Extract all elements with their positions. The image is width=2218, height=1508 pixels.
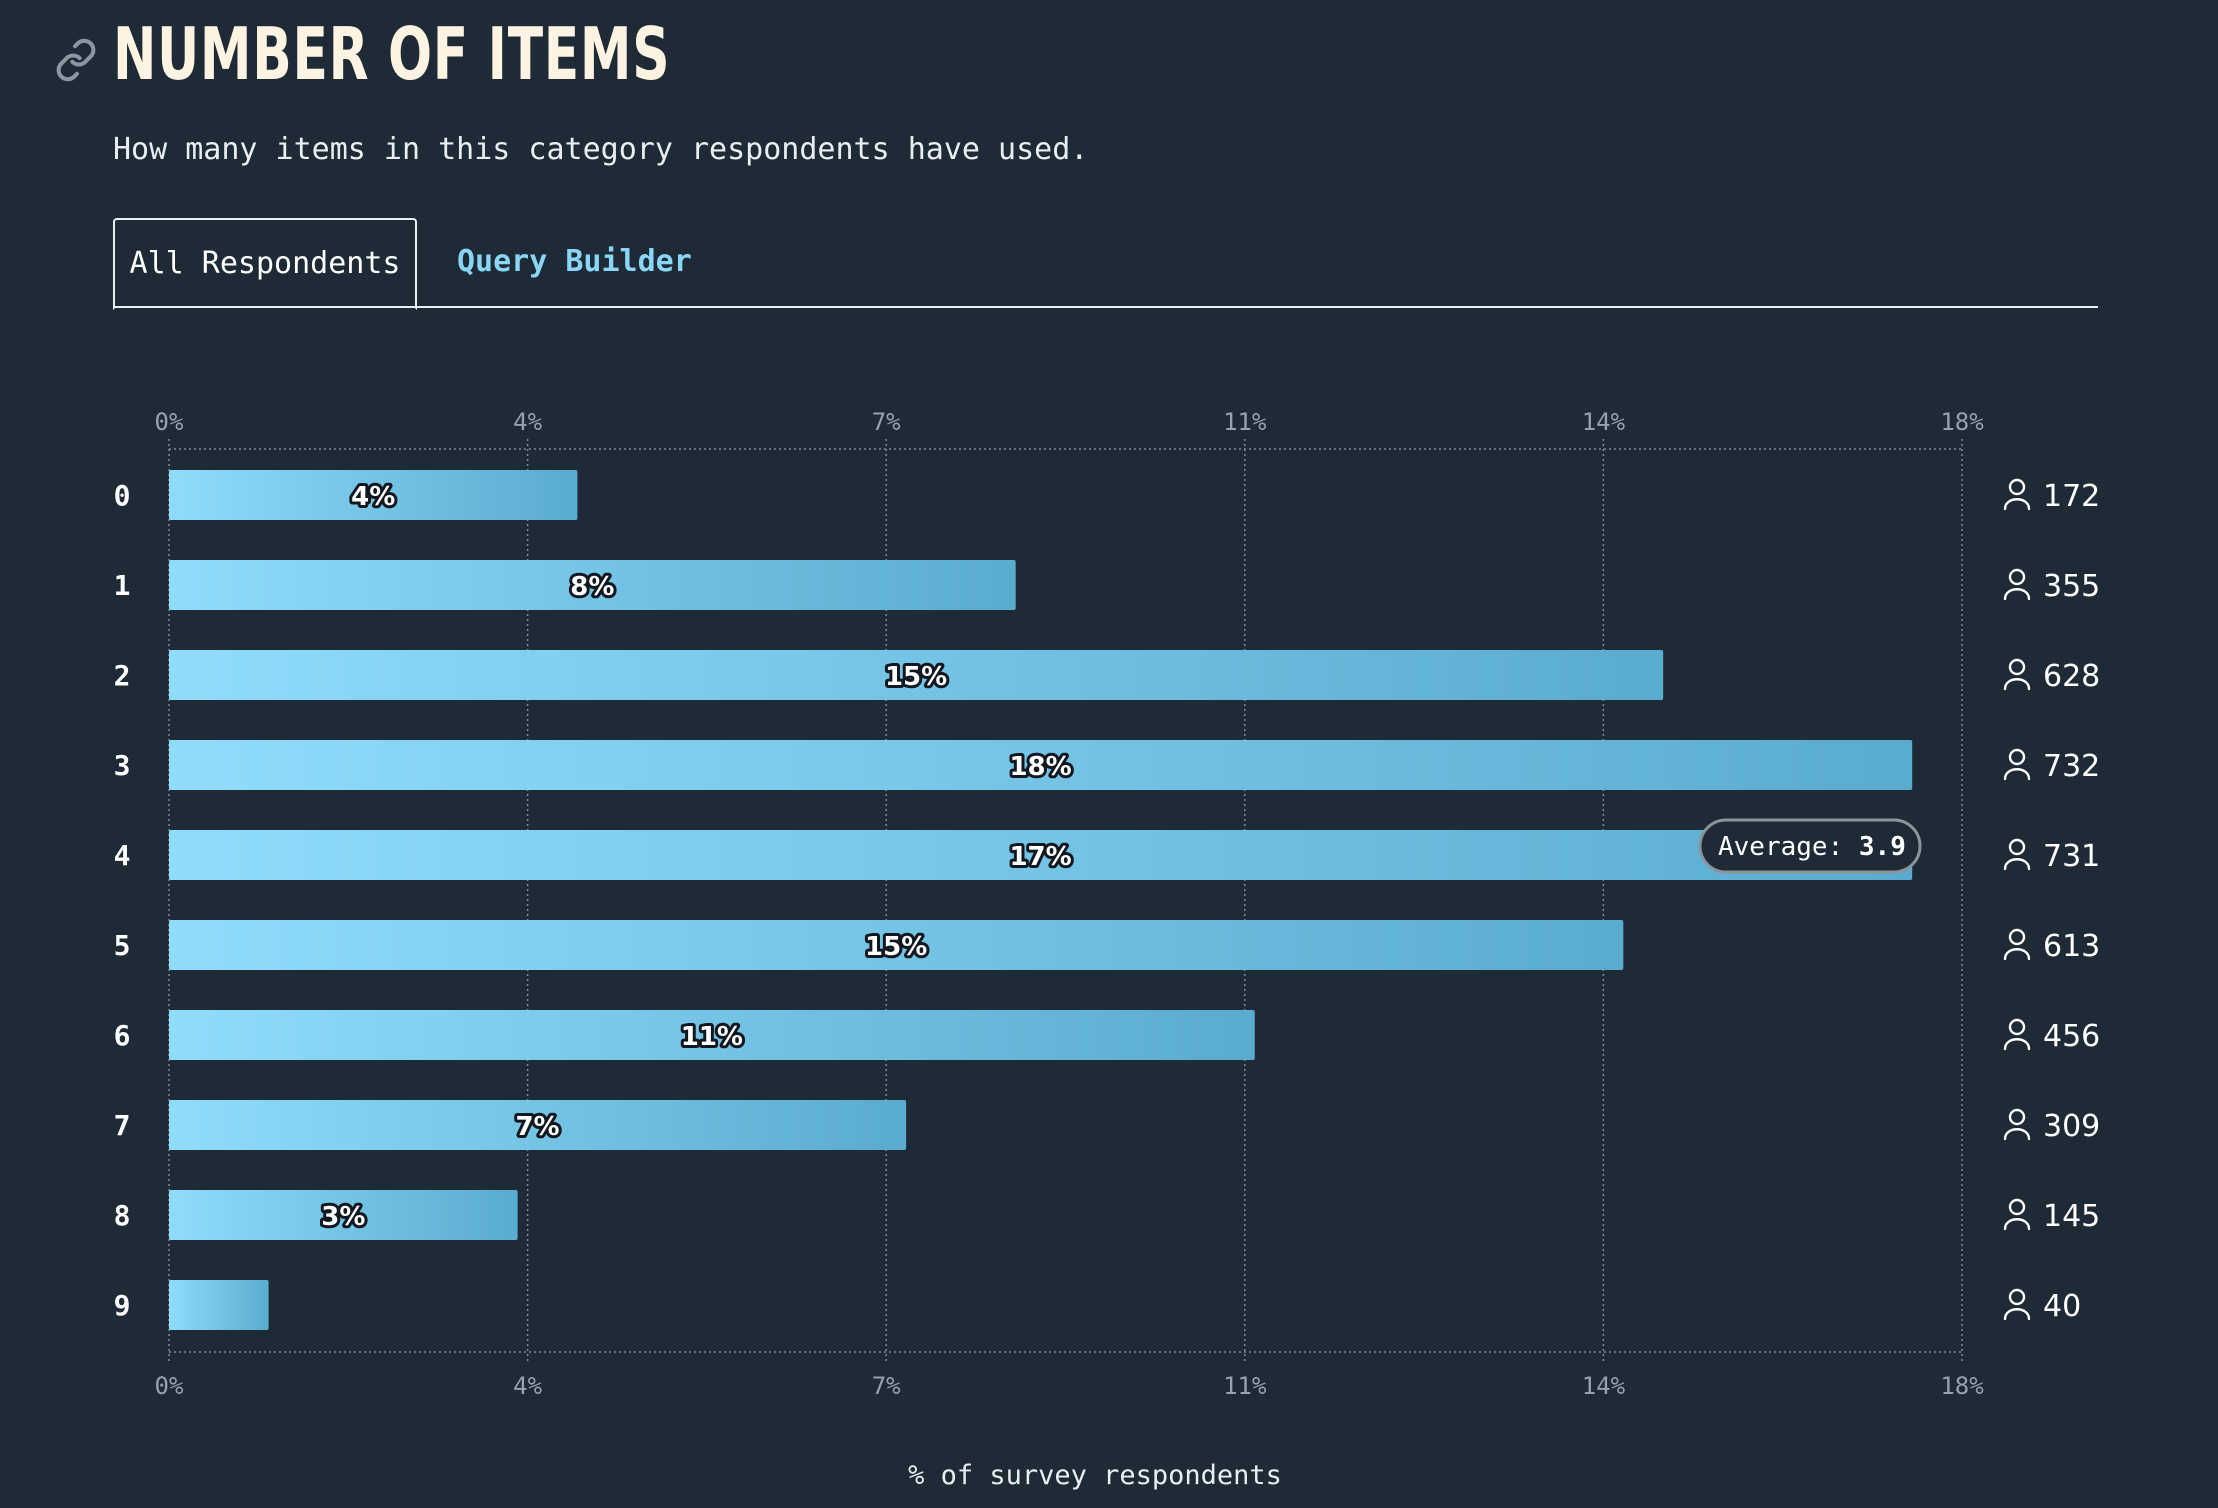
bars: 0 4%1 8%2 15%3 18%4 17%5 15%6 11%7 7%8 3%9: [114, 470, 1913, 1330]
x-tick-label-top: 4%: [513, 408, 542, 436]
respondent-count-value: 456: [2043, 1019, 2100, 1054]
user-icon-body: [2003, 1308, 2031, 1321]
user-icon: [2008, 928, 2026, 946]
user-icon: [2008, 568, 2026, 586]
respondent-count-value: 145: [2043, 1199, 2100, 1234]
user-icon: [2008, 748, 2026, 766]
user-icon-body: [2003, 768, 2031, 781]
tab-query-builder[interactable]: Query Builder: [457, 244, 692, 279]
respondent-count-value: 732: [2043, 749, 2100, 784]
bar[interactable]: [169, 920, 1624, 970]
category-label: 9: [114, 1289, 131, 1322]
category-label: 3: [114, 749, 131, 782]
user-icon: [2008, 838, 2026, 856]
bar[interactable]: [169, 740, 1913, 790]
x-tick-label-bottom: 4%: [513, 1372, 542, 1400]
bar-value-label: 15%: [885, 662, 947, 692]
user-icon-body: [2003, 678, 2031, 691]
bar[interactable]: [169, 1280, 269, 1330]
respondent-count: 145: [2003, 1198, 2100, 1234]
respondent-count: 732: [2003, 748, 2100, 784]
respondent-count: 309: [2003, 1108, 2100, 1144]
average-label: Average: 3.9: [1718, 832, 1906, 862]
category-label: 2: [114, 659, 131, 692]
user-icon-body: [2003, 858, 2031, 871]
x-tick-label-bottom: 11%: [1223, 1372, 1267, 1400]
user-icon: [2008, 478, 2026, 496]
page-description: How many items in this category responde…: [113, 132, 1089, 167]
category-label: 1: [114, 569, 131, 602]
user-icon: [2008, 658, 2026, 676]
bar-value-label: 11%: [681, 1022, 743, 1052]
respondent-count: 355: [2003, 568, 2100, 604]
grid-lines: [168, 439, 1963, 1362]
x-tick-label-top: 14%: [1582, 408, 1626, 436]
x-axis-top: 0% 4% 7% 11% 14% 18%: [155, 408, 1985, 436]
user-icon-body: [2003, 1218, 2031, 1231]
respondent-count: 613: [2003, 928, 2100, 964]
respondent-count: 628: [2003, 658, 2100, 694]
average-marker: Average: 3.9: [1698, 818, 1922, 874]
tab-bar: All Respondents Query Builder: [113, 218, 2098, 310]
bar[interactable]: [169, 470, 578, 520]
x-tick-label-top: 7%: [872, 408, 901, 436]
x-tick-label-top: 0%: [155, 408, 184, 436]
user-icon: [2008, 1198, 2026, 1216]
bar[interactable]: [169, 560, 1016, 610]
bar-value-label: 8%: [570, 572, 614, 602]
bar-value-label: 18%: [1009, 752, 1071, 782]
category-label: 0: [114, 479, 131, 512]
x-tick-label-top: 18%: [1940, 408, 1984, 436]
respondent-count: 456: [2003, 1018, 2100, 1054]
x-tick-label-bottom: 0%: [155, 1372, 184, 1400]
category-label: 8: [114, 1199, 131, 1232]
x-tick-label-bottom: 7%: [872, 1372, 901, 1400]
user-icon-body: [2003, 588, 2031, 601]
user-icon: [2008, 1288, 2026, 1306]
link-icon[interactable]: [54, 38, 98, 82]
category-label: 6: [114, 1019, 131, 1052]
x-axis-bottom: 0% 4% 7% 11% 14% 18%: [155, 1372, 1985, 1400]
bar-value-label: 17%: [1009, 842, 1071, 872]
user-icon: [2008, 1018, 2026, 1036]
x-axis-title: % of survey respondents: [908, 1460, 1282, 1491]
user-icon-body: [2003, 948, 2031, 961]
respondent-count-value: 40: [2043, 1289, 2081, 1324]
x-tick-label-bottom: 18%: [1940, 1372, 1984, 1400]
respondent-count: 40: [2003, 1288, 2081, 1324]
respondent-count-value: 628: [2043, 659, 2100, 694]
x-tick-label-top: 11%: [1223, 408, 1267, 436]
bar-value-label: 7%: [515, 1112, 559, 1142]
respondent-count: 172: [2003, 478, 2100, 514]
tab-all-respondents[interactable]: All Respondents: [113, 218, 417, 310]
user-icon-body: [2003, 498, 2031, 511]
x-tick-label-bottom: 14%: [1582, 1372, 1626, 1400]
category-label: 5: [114, 929, 131, 962]
bar-value-label: 15%: [865, 932, 927, 962]
bar[interactable]: [169, 830, 1913, 880]
respondent-count-value: 613: [2043, 929, 2100, 964]
average-badge: [1698, 818, 1922, 874]
respondent-count-value: 731: [2043, 839, 2100, 874]
user-icon: [2008, 1108, 2026, 1126]
average-value: 3.9: [1859, 832, 1906, 862]
respondent-count-value: 355: [2043, 569, 2100, 604]
category-label: 7: [114, 1109, 131, 1142]
bar-value-label: 4%: [351, 482, 395, 512]
respondent-counts: 172 355 628 732 731 613 456 309 145 40: [2003, 478, 2100, 1324]
user-icon-body: [2003, 1128, 2031, 1141]
respondent-count-value: 309: [2043, 1109, 2100, 1144]
bar[interactable]: [169, 1100, 907, 1150]
respondent-count-value: 172: [2043, 479, 2100, 514]
page-title: NUMBER OF ITEMS: [113, 12, 671, 96]
category-label: 4: [114, 839, 131, 872]
bar[interactable]: [169, 650, 1664, 700]
user-icon-body: [2003, 1038, 2031, 1051]
bar-value-label: 3%: [321, 1202, 365, 1232]
bar[interactable]: [169, 1010, 1255, 1060]
respondent-count: 731: [2003, 838, 2100, 874]
bar[interactable]: [169, 1190, 518, 1240]
